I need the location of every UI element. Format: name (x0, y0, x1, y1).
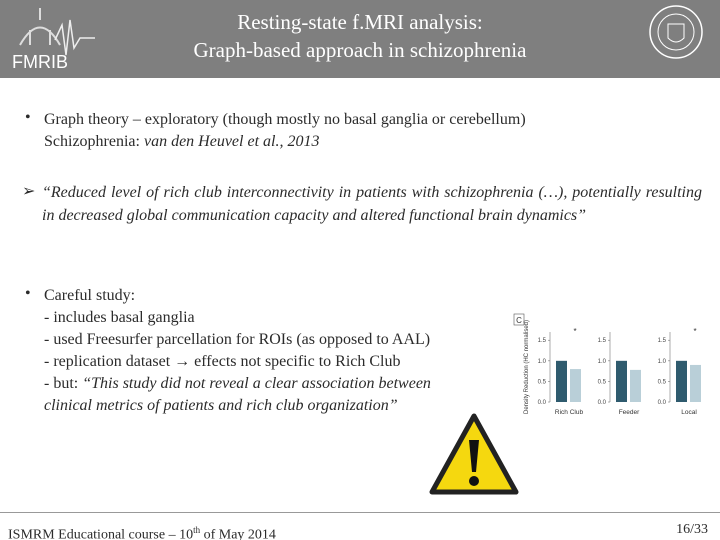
y-tick-label: 1.0 (538, 359, 547, 365)
title-line: Graph-based approach in schizophrenia (193, 38, 527, 62)
bar (570, 369, 581, 402)
bullet-text: Careful study: (44, 287, 136, 304)
bar (676, 360, 687, 402)
bullet: • (25, 109, 31, 126)
bullet-line: - but: “This study did not reveal a clea… (44, 373, 464, 417)
y-tick-label: 0.5 (598, 379, 607, 385)
significance-marker: * (693, 327, 696, 336)
category-label: Feeder (619, 409, 640, 416)
bullet-text: Graph theory – exploratory (though mostl… (44, 111, 526, 128)
line-quote: “This study did not reveal a clear assoc… (44, 375, 431, 414)
panel-label-box (513, 313, 525, 326)
y-tick-label: 1.5 (598, 338, 607, 344)
figure: C Density Reduction (HC normalised) 0.0 0.5… (513, 313, 701, 416)
reference: van den Heuvel et al., 2013 (143, 133, 320, 150)
footer-text: ISMRM Educational course – 10th of May 2… (8, 519, 276, 540)
oxford-crest (649, 5, 703, 59)
bullet: • (25, 285, 31, 302)
y-tick-label: 0.5 (658, 379, 667, 385)
y-tick-label: 0.5 (538, 379, 547, 385)
quote: “Reduced level of rich club interconnect… (42, 184, 702, 224)
y-tick-label: 1.0 (658, 359, 667, 365)
bar (616, 360, 627, 402)
line-prefix: - but: (44, 375, 83, 392)
y-tick-label: 0.0 (598, 400, 607, 406)
significance-marker: * (573, 327, 576, 336)
y-tick-label: 1.5 (658, 338, 667, 344)
footer-sup: th (193, 525, 201, 535)
category-label: Local (681, 409, 697, 416)
arrow-bullet: ➢ (22, 183, 36, 200)
logo-text: FMRIB (12, 52, 68, 72)
fmrib-logo: FMRIB (12, 8, 95, 72)
footer: ISMRM Educational course – 10th of May 2… (0, 512, 720, 540)
y-tick-label: 0.0 (658, 400, 667, 406)
y-tick-label: 0.0 (538, 400, 547, 406)
footer-left-end: of May 2014 (200, 527, 276, 540)
title-line: Resting-state f.MRI analysis: (237, 10, 483, 34)
panel-label: C (516, 316, 522, 325)
bullet-line: - replication dataset → effects not spec… (44, 353, 401, 370)
warning-icon (429, 413, 519, 495)
y-tick-label: 1.5 (538, 338, 547, 344)
bullet-line: - includes basal ganglia (44, 309, 195, 326)
header-bar: FMRIB Resting-state f.MRI analysis: Grap… (0, 0, 720, 78)
category-label: Rich Club (555, 409, 584, 416)
y-axis-label: Density Reduction (HC normalised) (524, 320, 530, 414)
y-tick-label: 1.0 (598, 359, 607, 365)
bar (556, 360, 567, 402)
bullet-sub: Schizophrenia: van den Heuvel et al., 20… (44, 131, 319, 153)
footer-left: ISMRM Educational course – 10 (8, 527, 194, 540)
sub-prefix: Schizophrenia: (44, 133, 144, 150)
bar (630, 369, 641, 402)
page-number: 16/33 (676, 522, 708, 537)
bullet-line: - used Freesurfer parcellation for ROIs … (44, 331, 431, 348)
bar (690, 364, 701, 402)
